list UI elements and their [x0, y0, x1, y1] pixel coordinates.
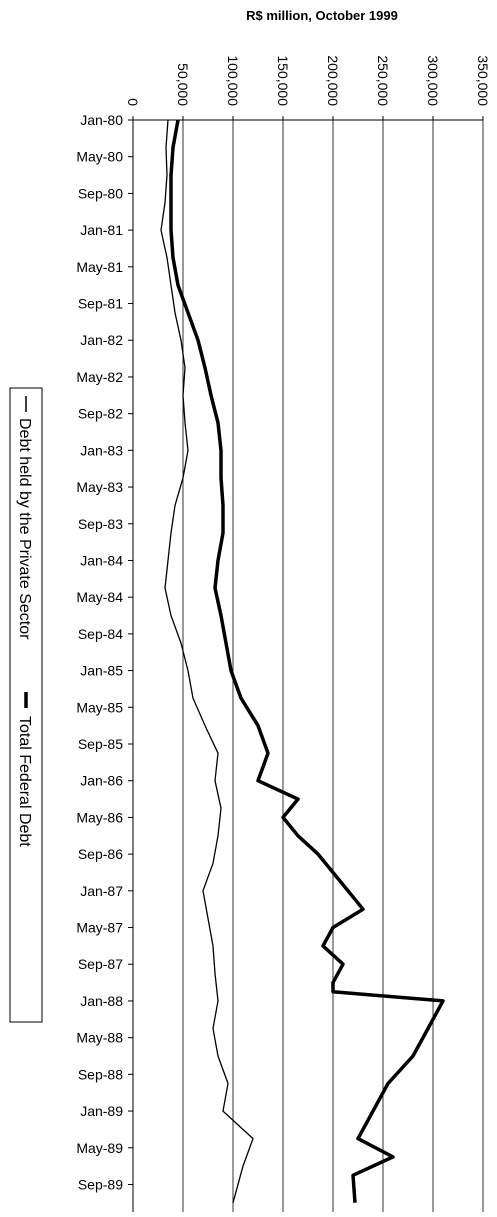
value-tick-label: 0 [125, 98, 141, 106]
category-tick-label: Sep-80 [78, 185, 123, 201]
category-tick-label: May-82 [76, 369, 123, 385]
category-tick-label: May-80 [76, 149, 123, 165]
series-line-total-federal-debt [169, 119, 445, 1203]
category-tick-label: Sep-87 [78, 956, 123, 972]
category-tick-label: May-86 [76, 809, 123, 825]
legend-label-private: Debt held by the Private Sector [16, 418, 33, 640]
value-tick-label: 300,000 [425, 55, 441, 106]
category-tick-label: May-81 [76, 259, 123, 275]
category-tick-label: May-83 [76, 479, 123, 495]
category-tick-label: Jan-86 [80, 773, 123, 789]
category-tick-label: Jan-89 [80, 1103, 123, 1119]
value-axis [132, 116, 484, 121]
chart-title: R$ million, October 1999 [246, 8, 398, 23]
category-tick-label: Jan-82 [80, 332, 123, 348]
category-tick-label: Sep-86 [78, 846, 123, 862]
category-tick-label: Jan-85 [80, 663, 123, 679]
value-tick-label: 150,000 [275, 55, 291, 106]
category-tick-label: May-89 [76, 1140, 123, 1156]
category-tick-label: Sep-89 [78, 1176, 123, 1192]
value-tick-label: 350,000 [475, 55, 491, 106]
value-tick-label: 50,000 [175, 63, 191, 106]
category-tick-label: May-84 [76, 589, 123, 605]
category-tick-label: Sep-88 [78, 1066, 123, 1082]
category-tick-label: Sep-83 [78, 516, 123, 532]
category-tick-label: May-88 [76, 1030, 123, 1046]
category-tick-label: May-85 [76, 699, 123, 715]
category-tick-label: Jan-80 [80, 112, 123, 128]
value-tick-label: 200,000 [325, 55, 341, 106]
category-tick-label: Jan-84 [80, 552, 123, 568]
category-tick-label: Jan-88 [80, 993, 123, 1009]
series-lines [160, 119, 445, 1203]
legend: Debt held by the Private Sector Total Fe… [9, 387, 43, 1023]
gridlines [182, 120, 484, 1212]
legend-label-total: Total Federal Debt [16, 716, 33, 847]
category-tick-label: May-87 [76, 920, 123, 936]
category-tick-label: Jan-81 [80, 222, 123, 238]
category-tick-label: Jan-83 [80, 442, 123, 458]
category-tick-label: Jan-87 [80, 883, 123, 899]
category-tick-label: Sep-84 [78, 626, 123, 642]
value-tick-label: 250,000 [375, 55, 391, 106]
category-axis: Jan-80 May-80 Sep-80 Jan-81 May-81 Sep-81 Jan-… [76, 112, 134, 1212]
series-line-private-sector [160, 119, 254, 1203]
category-tick-label: Sep-81 [78, 296, 123, 312]
category-tick-label: Sep-82 [78, 406, 123, 422]
value-tick-label: 100,000 [225, 55, 241, 106]
value-tick-labels: 0 50,000 100,000 150,000 200,000 250,000 300,0… [125, 55, 491, 106]
category-tick-label: Sep-85 [78, 736, 123, 752]
